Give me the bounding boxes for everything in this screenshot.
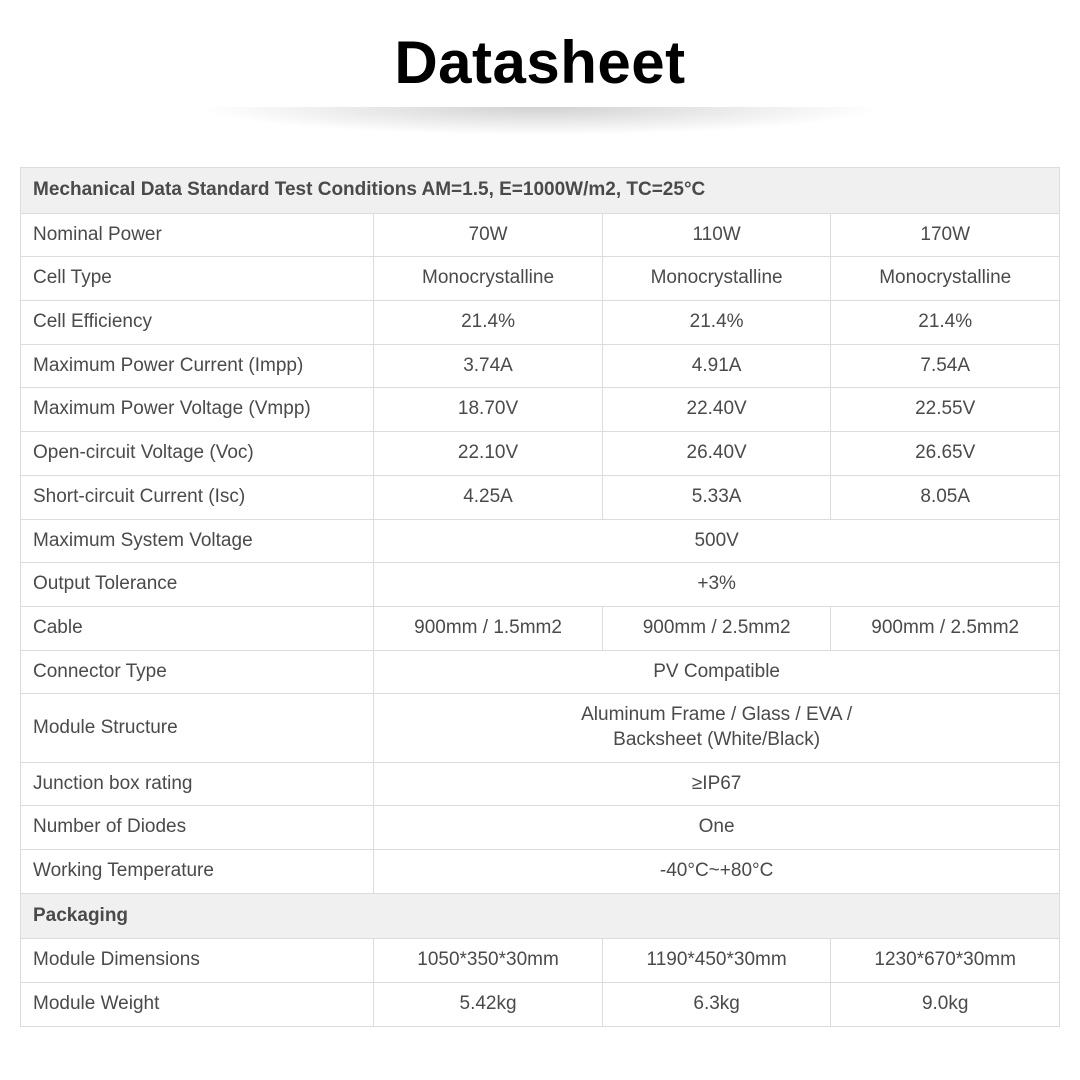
row-value: 3.74A [374, 344, 603, 388]
row-value: 5.33A [602, 475, 831, 519]
row-value: 110W [602, 213, 831, 257]
row-span-value: -40°C~+80°C [374, 850, 1060, 894]
row-value: 1050*350*30mm [374, 939, 603, 983]
table-row: Cell Efficiency21.4%21.4%21.4% [21, 301, 1060, 345]
datasheet-page: Datasheet Mechanical Data Standard Test … [0, 0, 1080, 1080]
row-value: 21.4% [831, 301, 1060, 345]
table-row: Cable900mm / 1.5mm2900mm / 2.5mm2900mm /… [21, 606, 1060, 650]
row-span-value: PV Compatible [374, 650, 1060, 694]
row-label: Open-circuit Voltage (Voc) [21, 432, 374, 476]
row-label: Output Tolerance [21, 563, 374, 607]
row-value: 21.4% [374, 301, 603, 345]
table-row: Module Dimensions1050*350*30mm1190*450*3… [21, 939, 1060, 983]
row-value: 1190*450*30mm [602, 939, 831, 983]
row-value: 22.10V [374, 432, 603, 476]
row-value: 5.42kg [374, 983, 603, 1027]
row-value: 9.0kg [831, 983, 1060, 1027]
row-value: Monocrystalline [831, 257, 1060, 301]
row-value: 900mm / 1.5mm2 [374, 606, 603, 650]
row-label: Module Weight [21, 983, 374, 1027]
page-title: Datasheet [394, 28, 685, 97]
row-value: 4.25A [374, 475, 603, 519]
row-label: Cable [21, 606, 374, 650]
datasheet-table-wrapper: Mechanical Data Standard Test Conditions… [20, 167, 1060, 1027]
title-shadow [0, 107, 1080, 157]
row-value: 170W [831, 213, 1060, 257]
row-label: Cell Type [21, 257, 374, 301]
datasheet-table: Mechanical Data Standard Test Conditions… [20, 167, 1060, 1027]
row-label: Module Dimensions [21, 939, 374, 983]
table-row: Module StructureAluminum Frame / Glass /… [21, 694, 1060, 762]
row-value: 1230*670*30mm [831, 939, 1060, 983]
table-row: Output Tolerance+3% [21, 563, 1060, 607]
row-label: Cell Efficiency [21, 301, 374, 345]
row-label: Junction box rating [21, 762, 374, 806]
row-span-value: Aluminum Frame / Glass / EVA /Backsheet … [374, 694, 1060, 762]
row-label: Number of Diodes [21, 806, 374, 850]
row-span-value: One [374, 806, 1060, 850]
row-value: 21.4% [602, 301, 831, 345]
table-row: Packaging [21, 893, 1060, 939]
row-value: 26.65V [831, 432, 1060, 476]
row-value: Monocrystalline [602, 257, 831, 301]
row-value: 7.54A [831, 344, 1060, 388]
row-value: 18.70V [374, 388, 603, 432]
table-row: Maximum Power Voltage (Vmpp)18.70V22.40V… [21, 388, 1060, 432]
table-row: Working Temperature-40°C~+80°C [21, 850, 1060, 894]
table-row: Nominal Power70W110W170W [21, 213, 1060, 257]
row-label: Maximum System Voltage [21, 519, 374, 563]
table-row: Number of DiodesOne [21, 806, 1060, 850]
row-label: Maximum Power Current (Impp) [21, 344, 374, 388]
row-value: 22.40V [602, 388, 831, 432]
table-row: Open-circuit Voltage (Voc)22.10V26.40V26… [21, 432, 1060, 476]
row-span-value: 500V [374, 519, 1060, 563]
table-row: Module Weight5.42kg6.3kg9.0kg [21, 983, 1060, 1027]
row-value: 4.91A [602, 344, 831, 388]
row-value: 900mm / 2.5mm2 [602, 606, 831, 650]
table-row: Connector TypePV Compatible [21, 650, 1060, 694]
row-label: Module Structure [21, 694, 374, 762]
row-span-value: +3% [374, 563, 1060, 607]
row-value: 70W [374, 213, 603, 257]
row-value: Monocrystalline [374, 257, 603, 301]
row-value: 6.3kg [602, 983, 831, 1027]
section-header: Packaging [21, 893, 1060, 939]
table-row: Maximum System Voltage500V [21, 519, 1060, 563]
table-row: Junction box rating≥IP67 [21, 762, 1060, 806]
row-value: 22.55V [831, 388, 1060, 432]
row-value: 8.05A [831, 475, 1060, 519]
row-label: Maximum Power Voltage (Vmpp) [21, 388, 374, 432]
table-row: Maximum Power Current (Impp)3.74A4.91A7.… [21, 344, 1060, 388]
row-value: 900mm / 2.5mm2 [831, 606, 1060, 650]
table-row: Cell TypeMonocrystallineMonocrystallineM… [21, 257, 1060, 301]
row-label: Working Temperature [21, 850, 374, 894]
row-span-value: ≥IP67 [374, 762, 1060, 806]
row-label: Nominal Power [21, 213, 374, 257]
table-row: Short-circuit Current (Isc)4.25A5.33A8.0… [21, 475, 1060, 519]
row-label: Short-circuit Current (Isc) [21, 475, 374, 519]
row-value: 26.40V [602, 432, 831, 476]
table-row: Mechanical Data Standard Test Conditions… [21, 168, 1060, 214]
section-header: Mechanical Data Standard Test Conditions… [21, 168, 1060, 214]
row-label: Connector Type [21, 650, 374, 694]
